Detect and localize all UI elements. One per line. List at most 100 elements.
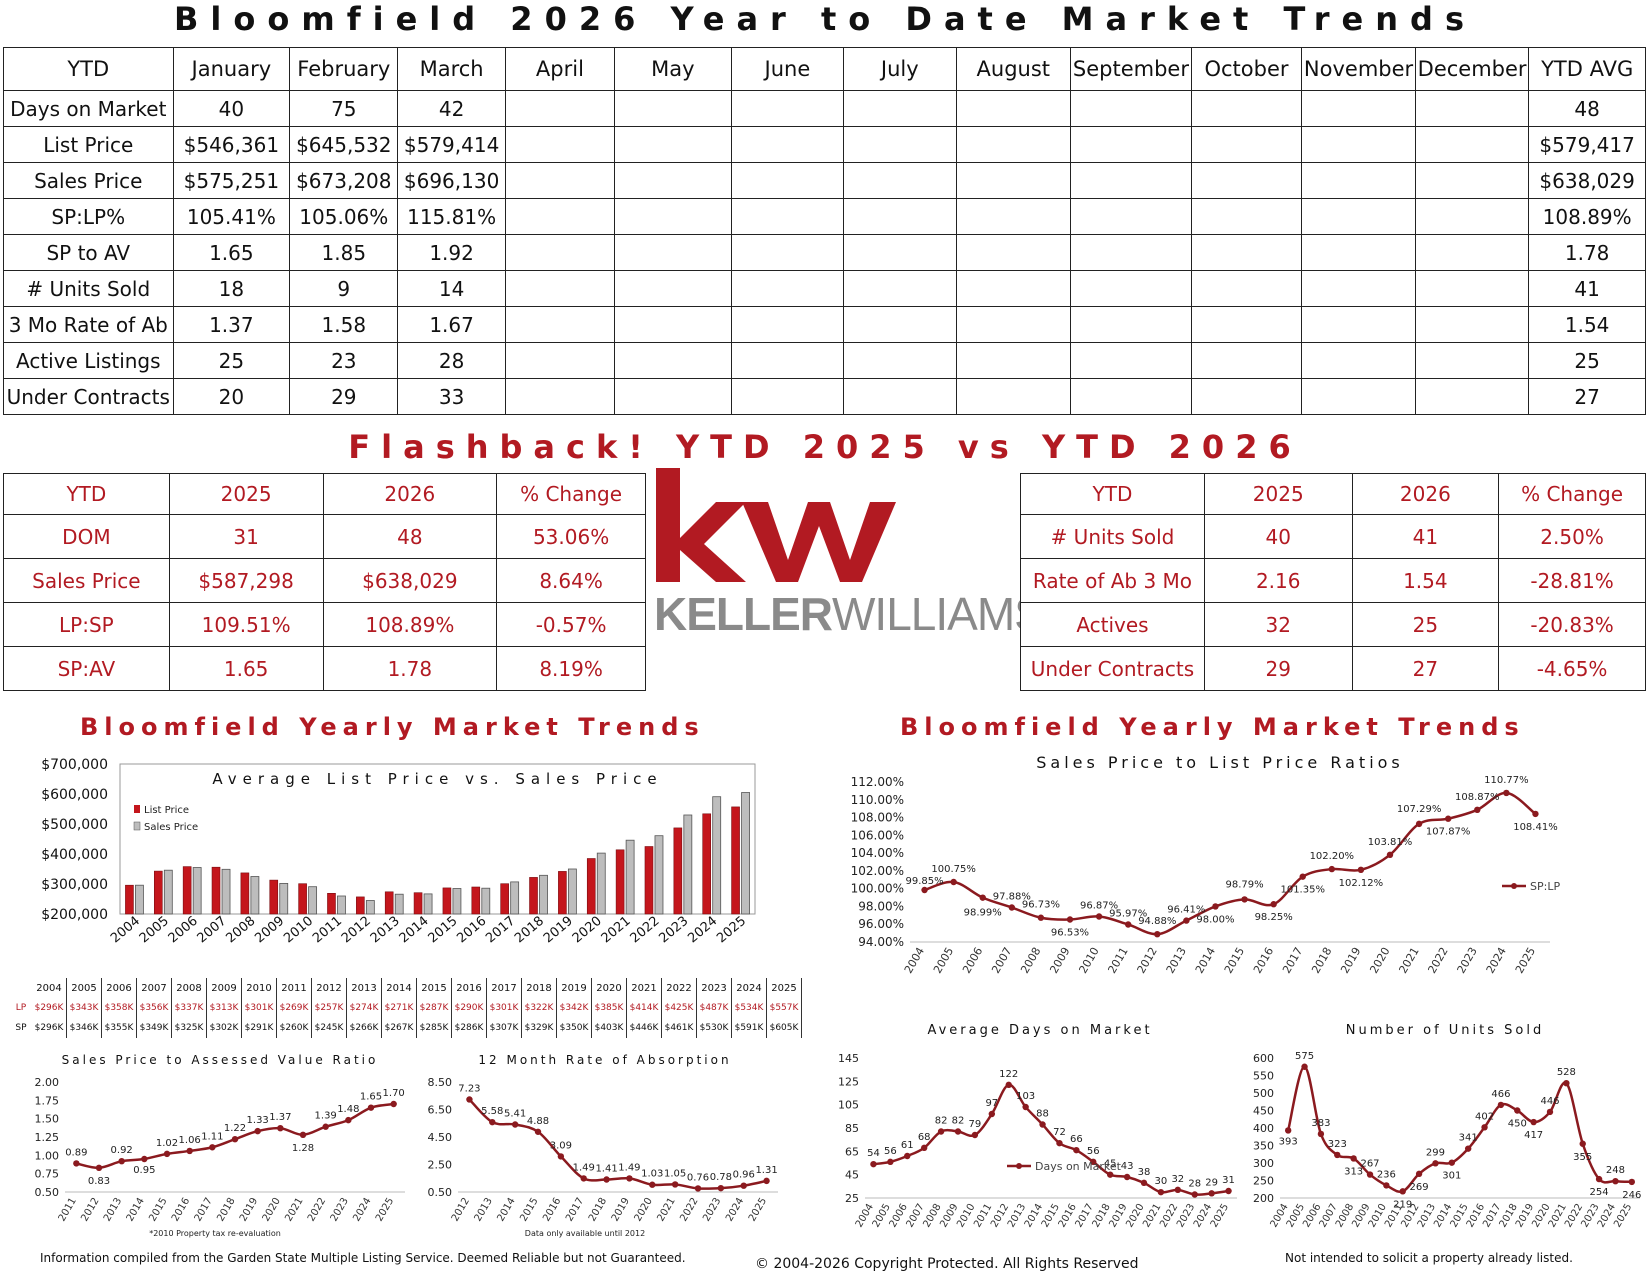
ytd-cell: 1.54 [1528, 306, 1646, 343]
price-table-cell: $385K [591, 998, 627, 1018]
ytd-row: SP:LP% 105.41% 105.06% 115.81% 108.89% [3, 198, 1646, 235]
x-tick-label: 2021 [599, 914, 634, 947]
x-tick-label: 2008 [223, 914, 258, 947]
data-label: 103.81% [1368, 837, 1413, 848]
price-table-cell: $446K [626, 1018, 662, 1038]
ytd-cell [843, 198, 957, 235]
price-table-cell: 2013 [346, 978, 382, 998]
ytd-cell [843, 162, 957, 199]
ytd-cell [1190, 162, 1303, 199]
data-point [1241, 896, 1248, 903]
data-point [1628, 1178, 1636, 1186]
ytd-cell: SP to AV [3, 234, 174, 271]
x-tick-label: 2017 [483, 914, 518, 947]
ytd-cell: 33 [397, 378, 506, 415]
keller-williams-logo: KELLERWILLIAMS® [650, 468, 1053, 648]
x-tick-label: 2005 [137, 914, 172, 947]
data-point [1366, 1171, 1374, 1178]
bar-sales-price [683, 814, 693, 915]
bar-list-price [615, 849, 625, 915]
ytd-cell [1190, 378, 1303, 415]
data-point [979, 894, 986, 901]
data-label: 1.41 [595, 1163, 617, 1174]
ytd-cell [730, 198, 845, 235]
price-table-cell: 2014 [381, 978, 417, 998]
price-table-cell: 2017 [486, 978, 522, 998]
chart-title: Average List Price vs. Sales Price [212, 770, 662, 788]
data-label: 96.73% [1022, 900, 1060, 911]
y-tick-label: $500,000 [41, 817, 108, 833]
ytd-cell [1301, 270, 1416, 307]
price-table-cell: $355K [101, 1018, 137, 1038]
data-label: 0.96 [733, 1170, 755, 1181]
data-point [1208, 1190, 1215, 1197]
ytd-cell [504, 270, 616, 307]
y-tick-label: 1.50 [35, 1113, 60, 1126]
price-table-cell: $350K [556, 1018, 592, 1038]
flashback-col-header: YTD [3, 473, 170, 515]
data-point [254, 1127, 261, 1135]
x-tick-label: 2024 [685, 914, 720, 947]
x-tick-label: 2015 [147, 1196, 169, 1224]
x-tick-label: 2016 [170, 1196, 192, 1224]
flashback-cell: 32 [1203, 602, 1353, 647]
ytd-cell: Days on Market [3, 90, 174, 127]
x-tick-label: 2008 [1018, 945, 1043, 976]
flashback-cell: 2.16 [1203, 558, 1353, 603]
data-point [1090, 1158, 1097, 1166]
data-label: 94.88% [1138, 916, 1176, 927]
data-label: 108.87% [1455, 792, 1500, 803]
x-tick-label: 2025 [747, 1196, 769, 1224]
data-point [1225, 1187, 1232, 1195]
x-tick-label: 2007 [195, 914, 230, 947]
price-table-cell: $530K [696, 1018, 732, 1038]
flashback-cell: -0.57% [496, 602, 646, 647]
flashback-cell: 40 [1203, 514, 1353, 559]
data-point [1174, 1186, 1182, 1194]
data-label: 355 [1573, 1152, 1592, 1163]
data-label: 102.12% [1339, 878, 1384, 889]
y-tick-label: 500 [1253, 1087, 1274, 1100]
flashback-cell: $587,298 [168, 558, 324, 603]
flashback-cell: DOM [3, 514, 170, 559]
ytd-cell [1414, 162, 1530, 199]
y-tick-label: 108.00% [851, 811, 904, 825]
ytd-cell: 75 [289, 90, 399, 127]
data-point [1579, 1140, 1586, 1147]
price-table-cell: $342K [556, 998, 592, 1018]
data-label: 1.49 [618, 1162, 640, 1173]
bar-list-price [182, 866, 192, 915]
price-data-table: 2004 2005 2006 2007 2008 2009 2010 2011 2012 2013… [10, 978, 802, 1038]
ytd-col-header: March [397, 47, 506, 91]
ytd-cell [730, 378, 845, 415]
plot-frame [119, 763, 756, 915]
data-point [870, 1160, 877, 1168]
data-label: 96.87% [1080, 900, 1118, 911]
ytd-cell [614, 198, 732, 235]
data-label: 393 [1279, 1136, 1298, 1147]
data-label: 466 [1491, 1089, 1510, 1100]
x-tick-label: 2020 [570, 914, 605, 947]
ytd-cell [614, 90, 732, 127]
data-label: 575 [1295, 1051, 1314, 1062]
ytd-cell [1414, 378, 1530, 415]
flashback-cell: 8.64% [496, 558, 646, 603]
bar-sales-price [539, 874, 548, 915]
price-table-cell: $269K [276, 998, 312, 1018]
price-table-cell: 2022 [661, 978, 697, 998]
price-table-cell: $290K [451, 998, 487, 1018]
data-label: 101.35% [1280, 885, 1325, 896]
price-table-cell: $301K [241, 998, 277, 1018]
ytd-cell: 115.81% [397, 198, 506, 235]
data-label: 31 [1222, 1175, 1235, 1186]
ytd-cell [1301, 198, 1416, 235]
flashback-cell: $638,029 [322, 558, 498, 603]
ytd-cell [504, 306, 616, 343]
data-point [95, 1164, 103, 1171]
flashback-cell: 2.50% [1498, 514, 1646, 559]
data-point [1124, 921, 1132, 928]
data-point [1532, 810, 1539, 818]
x-tick-label: 2013 [368, 914, 403, 947]
ytd-row: SP to AV 1.65 1.85 1.92 1.78 [3, 234, 1646, 271]
ytd-cell: Sales Price [3, 162, 174, 199]
